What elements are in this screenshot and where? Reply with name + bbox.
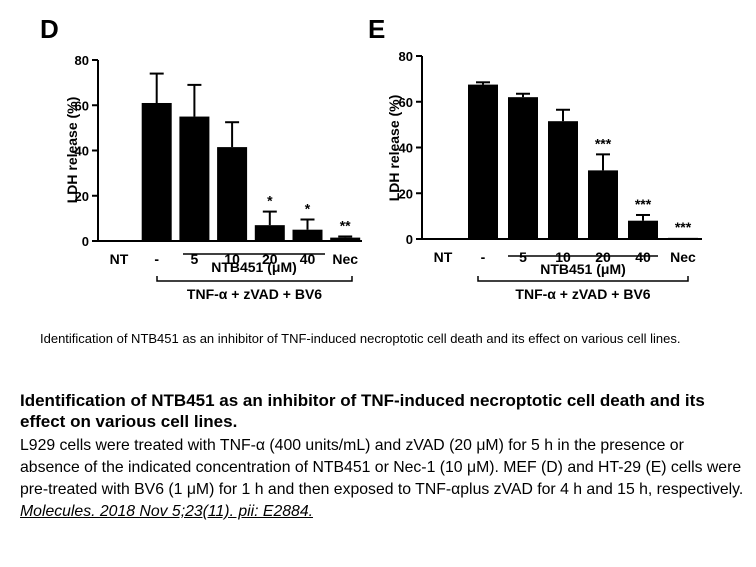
bar-e <box>468 84 498 239</box>
y-tick-label-e: 60 <box>399 95 413 110</box>
chart-panel-d: 0 20 40 60 80 NT - 5 10 * 20 * 40 ** Nec NTB451 (μM) TNF… <box>75 53 362 302</box>
x-tick-label-e: 40 <box>635 249 651 265</box>
figure-caption-small: Identification of NTB451 as an inhibitor… <box>40 331 681 346</box>
x-tick-label-d: NT <box>110 251 129 267</box>
y-tick-label-e: 80 <box>399 49 413 64</box>
significance-label-d: ** <box>340 217 351 233</box>
x-tick-label-d: 40 <box>300 251 316 267</box>
y-tick-label-d: 0 <box>82 234 89 249</box>
y-tick-label-d: 40 <box>75 144 89 159</box>
panel-letter-e: E <box>368 14 386 44</box>
x-tick-label-d: 10 <box>224 251 240 267</box>
y-tick-label-e: 0 <box>406 232 413 247</box>
bracket-label-treatment-e: TNF-α + zVAD + BV6 <box>515 286 650 302</box>
bracket-line-treatment-e <box>477 276 689 282</box>
caption-body-text: L929 cells were treated with TNF-α (400 … <box>20 437 744 498</box>
bar-e <box>588 170 618 239</box>
citation-link[interactable]: Molecules. 2018 Nov 5;23(11). pii: E2884… <box>20 503 313 520</box>
caption-body: L929 cells were treated with TNF-α (400 … <box>20 435 745 523</box>
significance-label-d: * <box>267 193 273 209</box>
x-tick-label-d: - <box>154 251 159 267</box>
y-tick-label-e: 40 <box>399 141 413 156</box>
bar-e <box>628 220 658 239</box>
caption-title: Identification of NTB451 as an inhibitor… <box>20 391 705 431</box>
bracket-label-ntb451-d: NTB451 (μM) <box>211 259 297 275</box>
y-tick-label-e: 20 <box>399 186 413 201</box>
bar-e <box>668 237 698 239</box>
bar-e <box>548 121 578 239</box>
significance-label-e: *** <box>635 196 652 212</box>
figure: D E LDH release (%) LDH release (%) 0 20 4… <box>40 14 702 302</box>
bar-e <box>508 97 538 239</box>
chart-panel-e: 0 20 40 60 80 NT - 5 10 *** 20 *** 40 *** Nec NTB451 (μ… <box>399 49 702 302</box>
bar-d <box>179 116 210 241</box>
bar-d <box>330 237 361 241</box>
x-tick-label-d: Nec <box>332 251 358 267</box>
x-tick-label-d: 5 <box>191 251 199 267</box>
x-tick-label-e: 20 <box>595 249 611 265</box>
bar-d <box>141 102 172 241</box>
bracket-line-treatment-d <box>156 276 353 282</box>
x-tick-label-d: 20 <box>262 251 278 267</box>
significance-label-d: * <box>305 201 311 217</box>
panel-letter-d: D <box>40 14 59 44</box>
significance-label-e: *** <box>675 219 692 235</box>
y-tick-label-d: 80 <box>75 53 89 68</box>
bracket-label-treatment-d: TNF-α + zVAD + BV6 <box>187 286 322 302</box>
y-tick-label-d: 20 <box>75 189 89 204</box>
x-tick-label-e: 10 <box>555 249 571 265</box>
x-tick-label-e: Nec <box>670 249 696 265</box>
y-tick-label-d: 60 <box>75 98 89 113</box>
bar-d <box>254 225 285 241</box>
x-tick-label-e: NT <box>434 249 453 265</box>
x-tick-label-e: 5 <box>519 249 527 265</box>
bracket-label-ntb451-e: NTB451 (μM) <box>540 261 626 277</box>
bar-d <box>217 147 248 241</box>
x-tick-label-e: - <box>481 249 486 265</box>
significance-label-e: *** <box>595 135 612 151</box>
bar-d <box>292 229 323 241</box>
